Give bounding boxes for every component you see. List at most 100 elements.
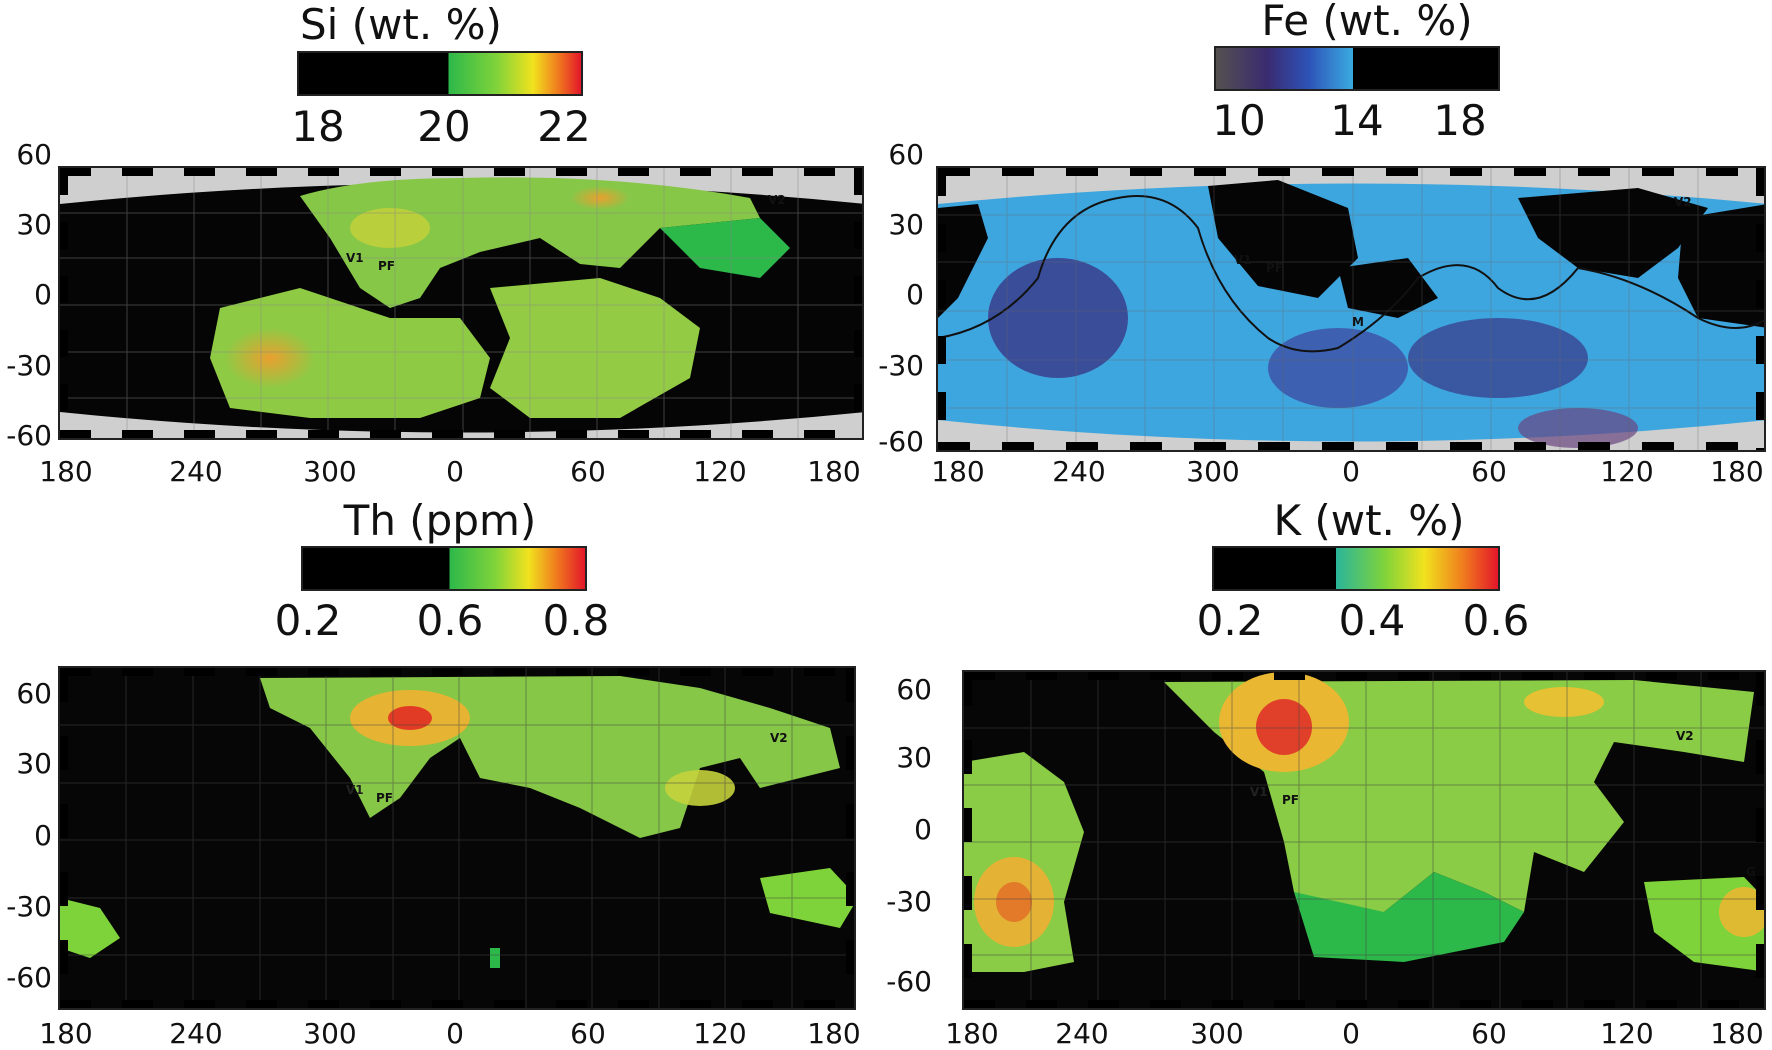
border-tick <box>122 168 153 176</box>
border-tick <box>60 168 68 195</box>
feature-label: V2 <box>1676 729 1694 743</box>
border-tick <box>1706 168 1738 176</box>
border-tick <box>938 442 970 450</box>
lon-tick: 240 <box>169 455 223 488</box>
colorbar-tick: 18 <box>291 102 345 151</box>
border-tick <box>1460 1000 1491 1008</box>
border-tick <box>370 668 401 676</box>
border-tick <box>938 336 946 364</box>
border-tick <box>494 168 525 176</box>
map-si: V1 PF V2 <box>58 166 864 440</box>
feature-label: V1 <box>1234 253 1252 267</box>
lon-tick: 240 <box>1055 1017 1109 1050</box>
map-th: V1 PF V2 <box>58 666 856 1010</box>
border-tick <box>964 672 995 680</box>
border-tick <box>964 808 972 842</box>
feature-label: PF <box>1266 261 1283 275</box>
lon-tick: 180 <box>807 1017 861 1050</box>
border-tick <box>854 276 862 303</box>
map-layer <box>964 672 1764 1008</box>
feature-label: V2 <box>1674 195 1692 209</box>
lon-tick: 300 <box>303 455 357 488</box>
border-tick <box>680 430 711 438</box>
border-tick <box>1450 168 1482 176</box>
border-tick <box>854 168 862 195</box>
border-tick <box>618 1000 649 1008</box>
border-tick <box>1460 672 1491 680</box>
border-tick <box>1150 672 1181 680</box>
border-tick <box>1150 1000 1181 1008</box>
lon-tick: 300 <box>1186 455 1240 488</box>
border-tick <box>1756 876 1764 910</box>
lon-tick: 0 <box>1342 455 1360 488</box>
lon-tick: 180 <box>807 455 861 488</box>
border-tick <box>60 872 68 906</box>
lon-tick: 60 <box>1471 455 1507 488</box>
border-tick <box>432 1000 463 1008</box>
border-tick <box>804 168 835 176</box>
border-tick <box>742 1000 773 1008</box>
border-tick <box>246 1000 277 1008</box>
lon-tick: 0 <box>1342 1017 1360 1050</box>
lon-tick: 300 <box>1190 1017 1244 1050</box>
border-tick <box>1026 1000 1057 1008</box>
lat-tick: -30 <box>6 349 52 382</box>
border-tick <box>184 668 215 676</box>
lat-tick: 60 <box>16 677 52 710</box>
border-tick <box>60 668 68 702</box>
colorbar-tick: 18 <box>1433 96 1487 145</box>
feature-label: G <box>1746 865 1756 879</box>
map-layer <box>60 668 854 1008</box>
border-tick <box>1756 280 1764 308</box>
border-tick <box>938 280 946 308</box>
colorbar-tick: 20 <box>417 102 471 151</box>
border-tick <box>1386 168 1418 176</box>
lat-tick: 60 <box>888 138 924 171</box>
colorbar-tick: 22 <box>537 102 591 151</box>
border-tick <box>846 668 854 702</box>
border-tick <box>1130 442 1162 450</box>
border-tick <box>1584 1000 1615 1008</box>
border-tick <box>1578 442 1610 450</box>
border-tick <box>1450 442 1482 450</box>
border-tick <box>556 668 587 676</box>
border-tick <box>1646 672 1677 680</box>
lon-tick: 240 <box>1052 455 1106 488</box>
border-tick <box>60 330 68 357</box>
border-tick <box>846 736 854 770</box>
border-tick <box>1194 168 1226 176</box>
lon-tick: 0 <box>446 455 464 488</box>
map-layer <box>938 168 1764 450</box>
border-tick <box>1322 168 1354 176</box>
border-tick <box>964 672 972 706</box>
map-layer <box>60 168 862 438</box>
border-tick <box>60 222 68 249</box>
border-tick <box>1398 1000 1429 1008</box>
colorbar-tick: 14 <box>1330 96 1384 145</box>
border-tick <box>370 430 401 438</box>
feature-label: PF <box>1282 793 1299 807</box>
border-tick <box>432 430 463 438</box>
border-tick <box>246 430 277 438</box>
border-tick <box>1708 672 1739 680</box>
lon-tick: 60 <box>1471 1017 1507 1050</box>
border-tick <box>1756 168 1764 196</box>
lat-tick: 30 <box>888 208 924 241</box>
border-tick <box>556 1000 587 1008</box>
border-tick <box>1756 336 1764 364</box>
border-tick <box>60 1000 91 1008</box>
border-tick <box>1258 168 1290 176</box>
map-fe: V1 PF V2 M <box>936 166 1766 452</box>
border-tick <box>618 168 649 176</box>
border-tick <box>854 222 862 249</box>
lat-tick: -60 <box>6 961 52 994</box>
border-tick <box>184 1000 215 1008</box>
lon-tick: 180 <box>39 455 93 488</box>
border-tick <box>1336 672 1367 680</box>
lat-tick: 0 <box>34 819 52 852</box>
border-tick <box>804 430 835 438</box>
border-tick <box>122 1000 153 1008</box>
border-tick <box>1274 1000 1305 1008</box>
colorbar-tick: 0.2 <box>274 596 342 645</box>
feature-label: PF <box>378 259 395 273</box>
